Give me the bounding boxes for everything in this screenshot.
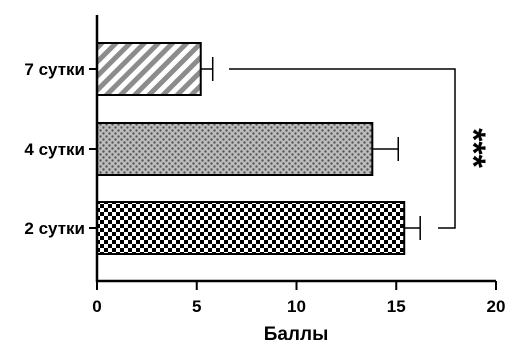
x-tick-label-4: 20 bbox=[487, 297, 506, 316]
bars-group bbox=[96, 42, 406, 255]
x-tick-label-0: 0 bbox=[92, 297, 101, 316]
category-label-1: 4 сутки bbox=[24, 140, 85, 159]
significance-bracket: *** bbox=[229, 68, 492, 229]
bar-2 bbox=[96, 201, 406, 255]
significance-bracket-line bbox=[229, 68, 456, 229]
x-tick-label-3: 15 bbox=[387, 297, 406, 316]
category-labels-group: 7 сутки 4 сутки 2 сутки bbox=[24, 60, 97, 238]
significance-label: *** bbox=[454, 128, 492, 168]
x-axis-title: Баллы bbox=[264, 324, 329, 345]
bar-0 bbox=[96, 42, 202, 96]
bar-1 bbox=[96, 122, 374, 176]
x-tick-label-1: 5 bbox=[192, 297, 201, 316]
x-tick-label-2: 10 bbox=[287, 297, 306, 316]
x-ticks-group: 0 5 10 15 20 bbox=[92, 281, 505, 316]
error-bars-group bbox=[200, 57, 421, 240]
category-label-0: 7 сутки bbox=[24, 60, 85, 79]
category-label-2: 2 сутки bbox=[24, 219, 85, 238]
